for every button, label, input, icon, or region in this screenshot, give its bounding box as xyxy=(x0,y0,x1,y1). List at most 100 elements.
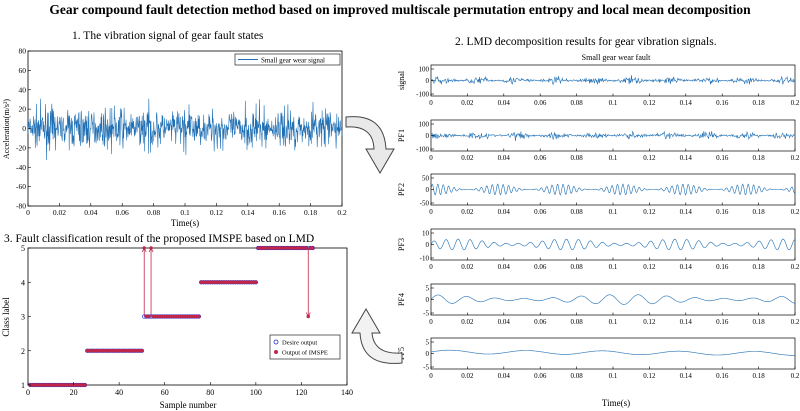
lmd-x-tick-label: 0.1 xyxy=(609,372,618,380)
lmd-x-tick-label: 0.06 xyxy=(534,263,547,271)
lmd-x-tick-label: 0.14 xyxy=(680,372,693,380)
lmd-x-tick-label: 0.2 xyxy=(791,208,800,216)
lmd-x-tick-label: 0.04 xyxy=(498,99,511,107)
lmd-series-line-PF3 xyxy=(430,238,796,251)
vibration-legend-label: Small gear wear signal xyxy=(261,57,325,65)
legend-output-label: Output of IMSPE xyxy=(282,350,328,357)
imspe-output-point xyxy=(197,314,201,319)
lmd-x-tick-label: 0 xyxy=(429,154,433,162)
lmd-panel-frame xyxy=(430,337,796,370)
lmd-y-tick-label: 5 xyxy=(426,339,430,347)
lmd-y-tick-label: -50 xyxy=(420,200,430,208)
lmd-x-tick-label: 0.1 xyxy=(609,99,618,107)
lmd-x-tick-label: 0.12 xyxy=(643,208,656,216)
lmd-x-tick-label: 0 xyxy=(429,99,433,107)
lmd-y-tick-label: -10 xyxy=(420,255,430,263)
lmd-y-tick-label: 5 xyxy=(426,285,430,293)
lmd-panel-frame xyxy=(430,283,796,316)
lmd-x-tick-label: 0.08 xyxy=(570,208,583,216)
vibration-y-tick-label: -20 xyxy=(16,143,26,152)
imspe-output-point xyxy=(83,383,87,387)
lmd-x-tick-label: 0.02 xyxy=(461,318,474,326)
vibration-y-tick-label: -40 xyxy=(16,163,26,172)
classification-y-tick-label: 3 xyxy=(21,313,25,322)
classification-x-tick-label: 120 xyxy=(295,388,307,397)
classification-x-tick-label: 0 xyxy=(26,388,30,397)
lmd-x-tick-label: 0.14 xyxy=(680,99,693,107)
vibration-x-ticks: 0 0.02 0.04 0.06 0.08 0.1 0.12 0.14 0.16 0.18 0.2 xyxy=(26,203,347,217)
lmd-x-tick-label: 0.1 xyxy=(609,208,618,216)
lmd-x-tick-label: 0.12 xyxy=(643,99,656,107)
vibration-x-tick-label: 0.16 xyxy=(273,208,286,217)
lmd-x-tick-label: 0.06 xyxy=(534,208,547,216)
lmd-series-label: PF1 xyxy=(397,129,406,142)
lmd-x-tick-label: 0.04 xyxy=(498,208,511,216)
lmd-x-tick-label: 0.2 xyxy=(791,99,800,107)
vibration-y-tick-label: 20 xyxy=(19,105,27,114)
lmd-x-tick-label: 0.04 xyxy=(498,263,511,271)
lmd-x-tick-label: 0.18 xyxy=(752,318,765,326)
lmd-x-tick-label: 0.08 xyxy=(570,372,583,380)
lmd-x-tick-label: 0.2 xyxy=(791,154,800,162)
lmd-x-tick-label: 0.2 xyxy=(791,263,800,271)
lmd-y-tick-label: 0 xyxy=(426,350,430,358)
classification-x-tick-label: 140 xyxy=(341,388,353,397)
lmd-x-tick-label: 0.12 xyxy=(643,318,656,326)
imspe-output-point xyxy=(149,246,153,250)
classification-x-tick-label: 60 xyxy=(161,388,169,397)
lmd-x-tick-label: 0.16 xyxy=(716,372,729,380)
lmd-x-tick-label: 0.06 xyxy=(534,99,547,107)
lmd-series-line-PF5 xyxy=(431,349,795,356)
vibration-x-tick-label: 0.02 xyxy=(53,208,66,217)
vibration-chart: 0 0.02 0.04 0.06 0.08 0.1 0.12 0.14 0.16 0.18 0.2 … xyxy=(2,47,347,229)
vibration-y-tick-label: 80 xyxy=(19,47,27,56)
lmd-y-tick-label: 10 xyxy=(422,230,430,238)
lmd-x-tick-label: 0.12 xyxy=(643,263,656,271)
lmd-x-tick-label: 0.02 xyxy=(461,208,474,216)
lmd-y-tick-label: 0 xyxy=(426,241,430,249)
vibration-series-line xyxy=(27,98,343,161)
classification-y-ticks: 1 2 3 4 5 xyxy=(21,245,31,390)
vibration-y-ticks: -80 -60 -40 -20 0 20 40 60 80 xyxy=(16,47,31,211)
curved-arrow-right-icon xyxy=(345,116,395,174)
classification-markers xyxy=(28,245,315,388)
lmd-series-label: PF4 xyxy=(397,293,406,306)
section-title-classification: 3. Fault classification result of the pr… xyxy=(4,233,315,245)
lmd-x-tick-label: 0.2 xyxy=(791,318,800,326)
lmd-x-tick-label: 0.02 xyxy=(461,99,474,107)
lmd-x-tick-label: 0.14 xyxy=(680,263,693,271)
imspe-output-point xyxy=(142,246,146,250)
lmd-x-tick-label: 0.06 xyxy=(534,154,547,162)
lmd-x-tick-label: 0.08 xyxy=(570,318,583,326)
lmd-x-tick-label: 0.18 xyxy=(752,154,765,162)
lmd-x-tick-label: 0.16 xyxy=(716,263,729,271)
lmd-y-tick-label: 0 xyxy=(426,296,430,304)
classification-y-label: Class label xyxy=(1,297,11,337)
vibration-x-tick-label: 0.1 xyxy=(180,208,190,217)
imspe-output-point xyxy=(254,280,258,284)
lmd-y-tick-label: -100 xyxy=(416,146,429,154)
classification-x-ticks: 0 20 40 60 80 100 120 140 xyxy=(26,382,353,397)
vibration-x-tick-label: 0.18 xyxy=(304,208,317,217)
lmd-x-tick-label: 0.02 xyxy=(461,154,474,162)
lmd-x-tick-label: 0.16 xyxy=(716,318,729,326)
lmd-y-tick-label: -5 xyxy=(423,310,429,318)
vibration-x-tick-label: 0.04 xyxy=(84,208,97,217)
lmd-series-label: PF3 xyxy=(397,238,406,251)
vibration-y-tick-label: 40 xyxy=(19,85,27,94)
lmd-x-tick-label: 0.1 xyxy=(609,263,618,271)
lmd-x-tick-label: 0.16 xyxy=(716,99,729,107)
lmd-y-tick-label: 0 xyxy=(426,132,430,140)
classification-y-tick-label: 2 xyxy=(21,347,25,356)
section-title-vibration: 1. The vibration signal of gear fault st… xyxy=(72,30,264,42)
vibration-legend-box xyxy=(234,53,341,66)
section-title-lmd: 2. LMD decomposition results for gear vi… xyxy=(455,36,717,48)
lmd-x-tick-label: 0 xyxy=(429,372,433,380)
lmd-x-tick-label: 0 xyxy=(429,263,433,271)
lmd-x-tick-label: 0.14 xyxy=(680,318,693,326)
classification-chart: 0 20 40 60 80 100 120 140 1 2 3 4 5 Sample number C… xyxy=(1,245,353,410)
lmd-x-tick-label: 0.02 xyxy=(461,263,474,271)
lmd-series-label: signal xyxy=(397,70,406,90)
classification-x-tick-label: 100 xyxy=(250,388,262,397)
